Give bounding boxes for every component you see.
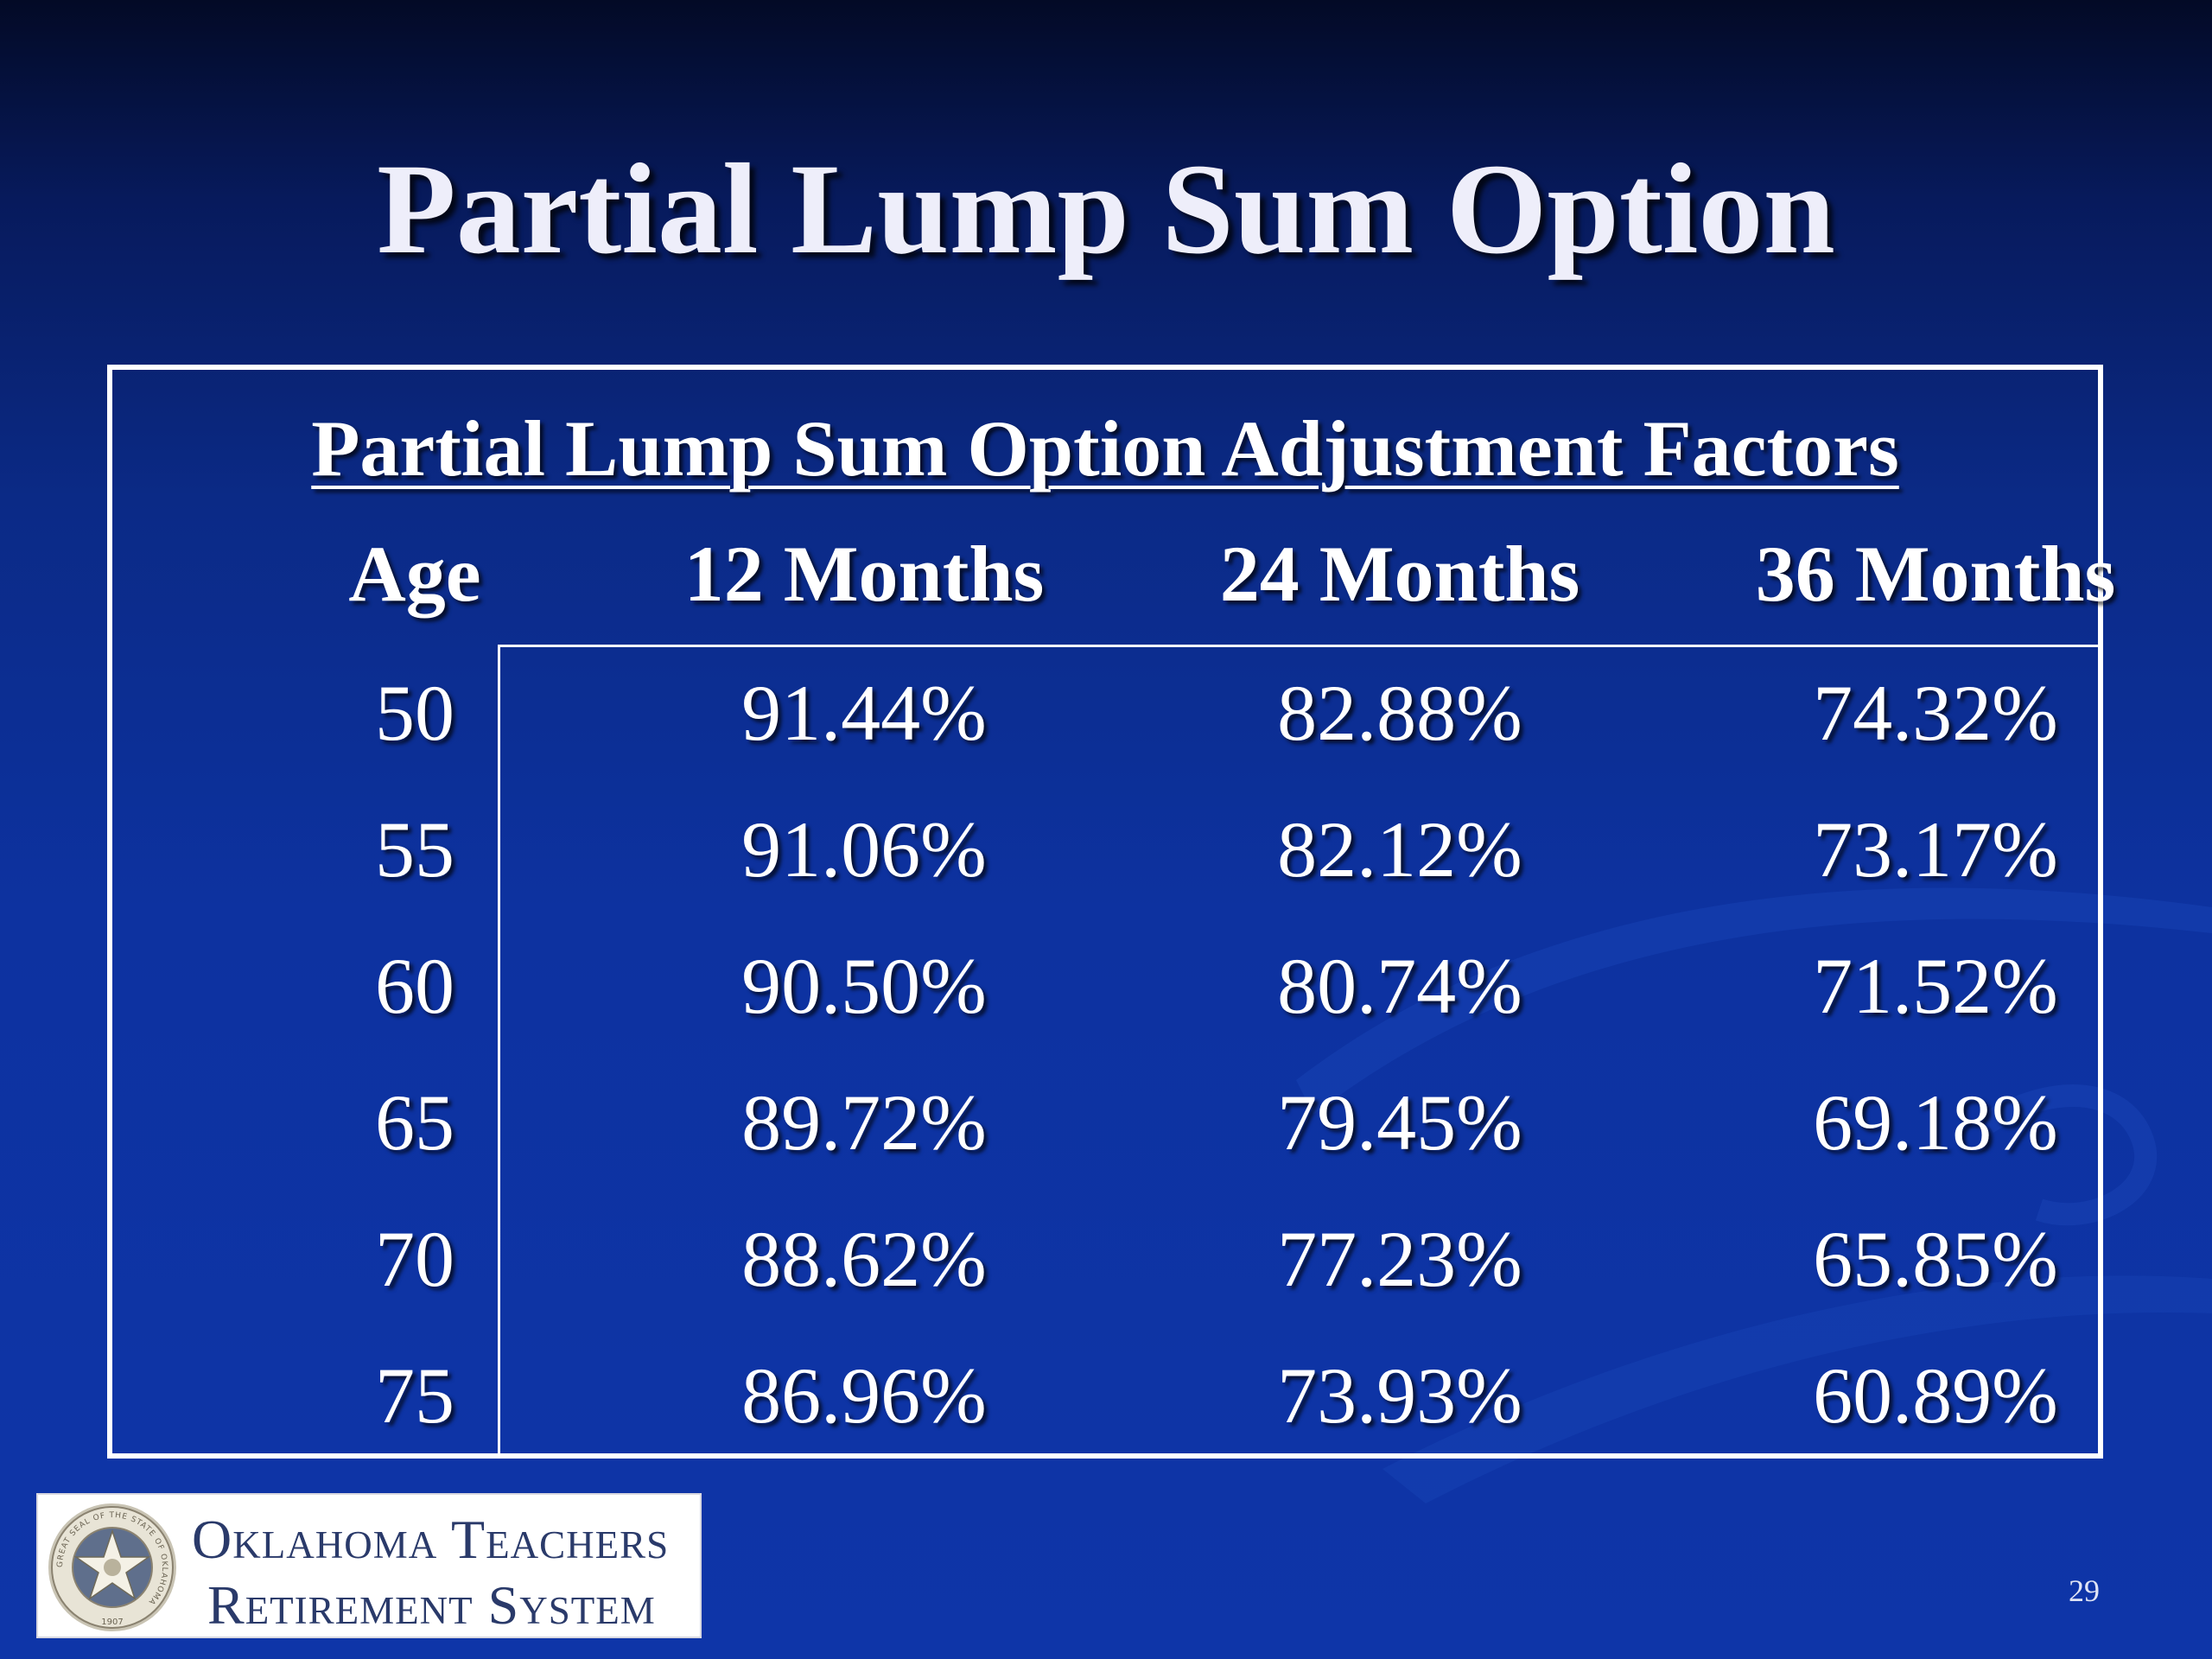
factor-12-months-cell: 88.62% [741,1215,987,1303]
factor-12-months-cell: 91.44% [741,669,987,757]
column-header-12-months: 12 Months [683,530,1045,618]
table-row: 65 89.72% 79.45% 69.18% [112,1054,2098,1191]
age-cell: 60 [375,942,454,1030]
table-row: 75 86.96% 73.93% 60.89% [112,1327,2098,1464]
factor-36-months-cell: 69.18% [1813,1078,2058,1166]
factor-36-months-cell: 71.52% [1813,942,2058,1030]
age-cell: 75 [375,1351,454,1440]
age-cell: 55 [375,805,454,893]
table-row: 50 91.44% 82.88% 74.32% [112,645,2098,781]
column-header-36-months: 36 Months [1755,530,2116,618]
factor-24-months-cell: 82.12% [1277,805,1522,893]
table-row: 55 91.06% 82.12% 73.17% [112,781,2098,918]
state-seal-icon: GREAT SEAL OF THE STATE OF OKLAHOMA 1907 [48,1503,176,1631]
otrs-logo: GREAT SEAL OF THE STATE OF OKLAHOMA 1907… [36,1493,702,1638]
factor-24-months-cell: 79.45% [1277,1078,1522,1166]
table-row: 70 88.62% 77.23% 65.85% [112,1191,2098,1327]
slide-title: Partial Lump Sum Option [377,137,1835,281]
factor-24-months-cell: 82.88% [1277,669,1522,757]
age-cell: 70 [375,1215,454,1303]
adjustment-factors-table: Partial Lump Sum Option Adjustment Facto… [107,365,2115,1459]
org-name-line-1: Oklahoma Teachers [192,1509,670,1570]
table-age-divider [498,645,500,1459]
factor-12-months-cell: 90.50% [741,942,987,1030]
column-header-24-months: 24 Months [1219,530,1580,618]
factor-36-months-cell: 74.32% [1813,669,2058,757]
column-header-age: Age [348,530,481,618]
table-body: 50 91.44% 82.88% 74.32% 55 91.06% 82.12%… [112,645,2098,1464]
table-row: 60 90.50% 80.74% 71.52% [112,918,2098,1054]
factor-12-months-cell: 91.06% [741,805,987,893]
factor-36-months-cell: 73.17% [1813,805,2058,893]
factor-24-months-cell: 73.93% [1277,1351,1522,1440]
table-header-divider [498,645,2103,647]
factor-36-months-cell: 60.89% [1813,1351,2058,1440]
factor-12-months-cell: 86.96% [741,1351,987,1440]
factor-24-months-cell: 77.23% [1277,1215,1522,1303]
factor-36-months-cell: 65.85% [1813,1215,2058,1303]
org-name-line-2: Retirement System [207,1574,656,1636]
factor-12-months-cell: 89.72% [741,1078,987,1166]
factor-24-months-cell: 80.74% [1277,942,1522,1030]
age-cell: 50 [375,669,454,757]
age-cell: 65 [375,1078,454,1166]
seal-year: 1907 [101,1618,123,1627]
page-number: 29 [2069,1573,2100,1608]
table-caption: Partial Lump Sum Option Adjustment Facto… [311,404,1899,493]
